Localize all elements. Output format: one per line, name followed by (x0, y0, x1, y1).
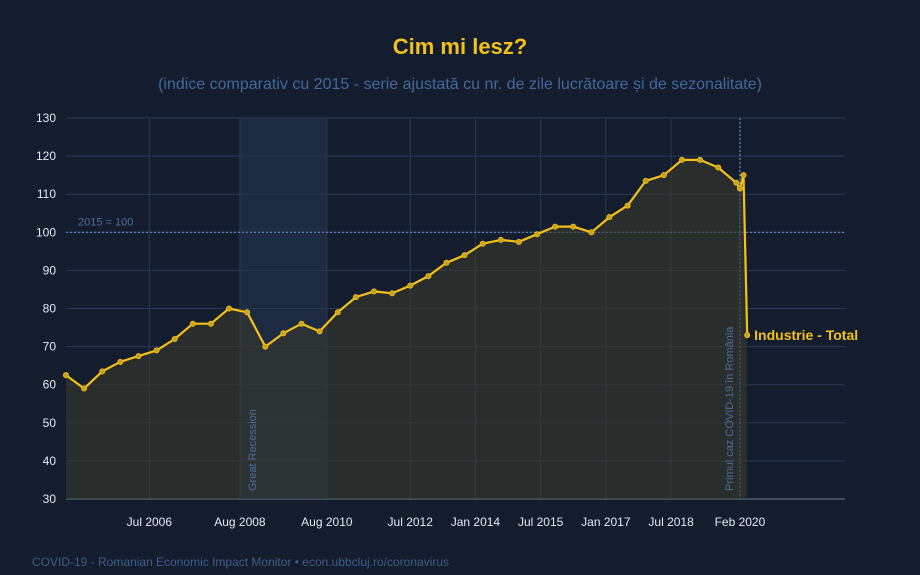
data-point (226, 305, 233, 312)
y-tick-label: 30 (43, 492, 57, 506)
data-point (642, 177, 649, 184)
x-tick-label: Feb 2020 (715, 515, 766, 529)
covid-marker-label: Primul caz COVID-19 în România (724, 326, 736, 491)
data-point (389, 290, 396, 297)
data-point (624, 202, 631, 209)
y-tick-label: 90 (43, 263, 57, 277)
data-point (678, 156, 685, 163)
data-point (99, 368, 106, 375)
x-tick-label: Jan 2017 (581, 515, 631, 529)
data-point (588, 229, 595, 236)
data-point (715, 164, 722, 171)
data-point (352, 294, 359, 301)
data-point (479, 240, 486, 247)
data-point (407, 282, 414, 289)
y-tick-label: 40 (43, 454, 57, 468)
data-point (697, 156, 704, 163)
y-tick-label: 60 (43, 378, 57, 392)
y-tick-label: 80 (43, 302, 57, 316)
recession-label: Great Recession (247, 409, 259, 491)
data-point (740, 172, 747, 179)
series-area-fill (66, 159, 748, 499)
reference-line-label: 2015 = 100 (78, 216, 133, 228)
series-label: Industrie - Total (754, 327, 858, 343)
data-point (461, 252, 468, 259)
data-point (81, 385, 88, 392)
data-point (497, 236, 504, 243)
data-point (244, 309, 251, 316)
data-point (744, 332, 751, 339)
data-point (736, 185, 743, 192)
data-point (280, 330, 287, 337)
data-point (370, 288, 377, 295)
y-tick-label: 100 (36, 225, 56, 239)
x-tick-label: Aug 2010 (301, 515, 353, 529)
y-tick-label: 120 (36, 149, 56, 163)
y-tick-label: 110 (37, 187, 56, 201)
data-point (316, 328, 323, 335)
data-point (515, 238, 522, 245)
data-point (135, 353, 142, 360)
data-point (63, 372, 70, 379)
x-tick-label: Jul 2015 (518, 515, 564, 529)
data-point (552, 223, 559, 230)
x-tick-label: Jul 2006 (127, 515, 173, 529)
data-point (534, 231, 541, 238)
y-tick-label: 70 (43, 340, 57, 354)
data-point (443, 259, 450, 266)
data-point (262, 343, 269, 350)
data-point (171, 335, 178, 342)
y-tick-label: 50 (43, 416, 57, 430)
data-point (570, 223, 577, 230)
x-tick-label: Jul 2012 (388, 515, 434, 529)
data-point (733, 179, 740, 186)
data-point (660, 172, 667, 179)
data-point (298, 320, 305, 327)
data-point (606, 214, 613, 221)
data-point (153, 347, 160, 354)
x-tick-label: Jan 2014 (451, 515, 501, 529)
y-tick-label: 130 (36, 111, 56, 125)
data-point (425, 273, 432, 280)
chart-subtitle: (indice comparativ cu 2015 - serie ajust… (158, 76, 762, 93)
x-tick-label: Jul 2018 (648, 515, 694, 529)
data-point (189, 320, 196, 327)
data-point (334, 309, 341, 316)
data-point (117, 358, 124, 365)
x-tick-label: Aug 2008 (214, 515, 266, 529)
chart-title: Cim mi lesz? (392, 34, 528, 59)
data-point (207, 320, 214, 327)
footer-credit: COVID-19 - Romanian Economic Impact Moni… (32, 555, 450, 569)
